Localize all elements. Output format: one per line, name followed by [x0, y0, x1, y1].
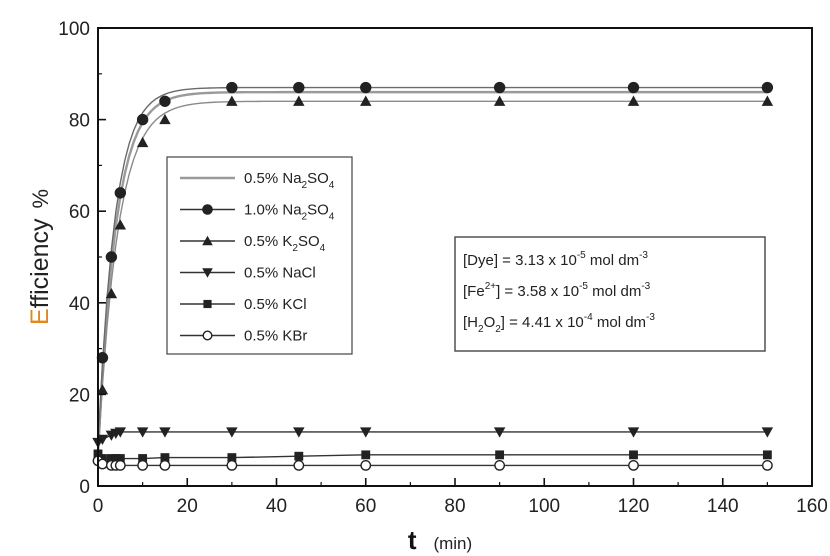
condition-line: [Dye] = 3.13 x 10-5 mol dm-3	[463, 250, 648, 269]
x-axis-unit: (min)	[433, 534, 472, 553]
data-point	[160, 96, 170, 106]
data-point	[137, 114, 147, 124]
data-point	[495, 461, 504, 470]
data-point	[160, 461, 169, 470]
data-point	[763, 461, 772, 470]
data-point	[629, 450, 638, 459]
data-point	[628, 82, 638, 92]
y-axis-title: Efficiency%	[26, 189, 54, 325]
data-point	[294, 461, 303, 470]
data-point	[762, 82, 772, 92]
data-point	[294, 452, 303, 461]
y-axis-title-rest: fficiency	[26, 218, 54, 308]
data-point	[106, 252, 116, 262]
x-tick-label: 60	[355, 496, 376, 517]
x-tick-label: 0	[93, 496, 104, 517]
x-tick-label: 100	[528, 496, 560, 517]
y-tick-label: 80	[69, 111, 90, 132]
data-point	[98, 459, 107, 468]
data-point	[629, 461, 638, 470]
x-axis-title-main: t	[408, 525, 417, 555]
x-tick-label: 40	[266, 496, 287, 517]
legend-label: 0.5% KCl	[244, 296, 307, 313]
data-point	[116, 461, 125, 470]
data-point	[494, 82, 504, 92]
data-point	[361, 82, 371, 92]
legend-label: 0.5% KBr	[244, 328, 307, 345]
y-axis-title-first-letter: E	[26, 308, 54, 325]
y-tick-label: 40	[69, 294, 90, 315]
data-point	[763, 450, 772, 459]
data-point	[227, 461, 236, 470]
data-point	[138, 461, 147, 470]
data-point	[361, 450, 370, 459]
legend: 0.5% Na2SO4 1.0% Na2SO4 0.5% K2SO4 0.5% NaC…	[167, 157, 352, 354]
conditions-annotation: [Dye] = 3.13 x 10-5 mol dm-3 [Fe2+] = 3.5…	[455, 237, 765, 351]
x-tick-label: 20	[177, 496, 198, 517]
x-tick-label: 80	[444, 496, 465, 517]
data-point	[203, 300, 211, 308]
data-point	[294, 82, 304, 92]
data-point	[495, 450, 504, 459]
x-tick-label: 140	[707, 496, 739, 517]
y-axis-title-unit: %	[28, 189, 53, 209]
data-point	[115, 188, 125, 198]
y-tick-label: 100	[58, 19, 90, 40]
y-tick-label: 0	[79, 477, 90, 498]
data-point	[227, 82, 237, 92]
x-tick-label: 120	[618, 496, 650, 517]
legend-label: 0.5% NaCl	[244, 265, 316, 282]
x-tick-label: 160	[796, 496, 828, 517]
y-tick-label: 60	[69, 202, 90, 223]
data-point	[203, 331, 212, 340]
y-tick-label: 20	[69, 385, 90, 406]
data-point	[361, 461, 370, 470]
data-point	[203, 205, 213, 215]
